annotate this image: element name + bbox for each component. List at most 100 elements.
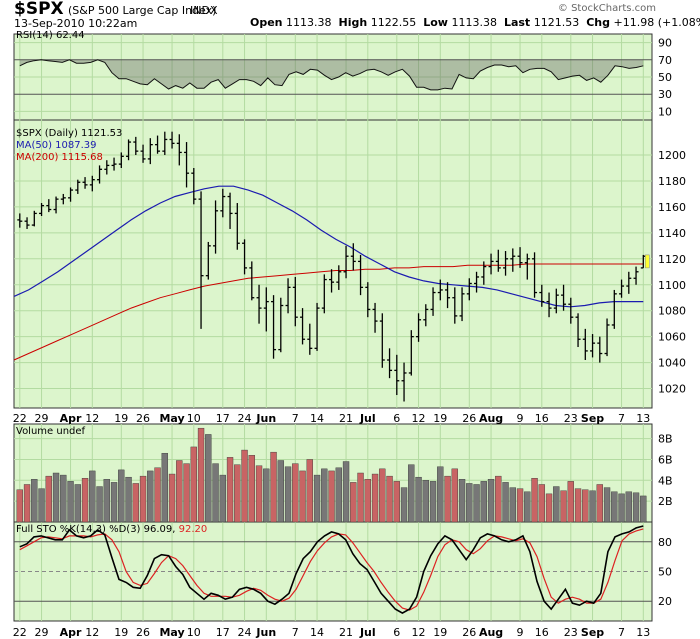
ohlc-bar bbox=[205, 241, 211, 280]
ohlc-bar bbox=[198, 191, 204, 329]
ohlc-bar bbox=[372, 302, 378, 333]
volume-bar bbox=[176, 460, 183, 523]
rsi-tick-label: 30 bbox=[658, 88, 672, 101]
ohlc-bar bbox=[611, 289, 617, 329]
volume-bar bbox=[342, 461, 350, 523]
volume-bar bbox=[444, 475, 451, 523]
x-tick-label-bottom: 12 bbox=[412, 626, 426, 639]
symbol-name: (S&P 500 Large Cap Index) bbox=[68, 4, 217, 17]
ohlc-bar bbox=[517, 247, 523, 268]
volume-bar bbox=[487, 479, 495, 523]
volume-bar bbox=[154, 467, 161, 523]
ma200-line bbox=[13, 263, 644, 361]
ohlc-bar bbox=[524, 253, 530, 280]
ohlc-bar bbox=[408, 330, 414, 376]
x-tick-label-bottom: 13 bbox=[636, 626, 650, 639]
price-tick-label: 1060 bbox=[658, 331, 686, 344]
ohlc-bar bbox=[242, 239, 248, 275]
ohlc-bar bbox=[60, 193, 66, 205]
ohlc-bar bbox=[292, 276, 298, 327]
ohlc-bar bbox=[539, 284, 545, 307]
volume-bar bbox=[60, 474, 67, 523]
chart-header: $SPX (S&P 500 Large Cap Index) INDX 13-S… bbox=[0, 0, 700, 34]
ohlc-bar bbox=[271, 295, 277, 359]
ohlc-bar bbox=[503, 251, 509, 276]
volume-bar bbox=[197, 427, 205, 523]
volume-bar bbox=[458, 479, 466, 523]
ohlc-bar bbox=[329, 269, 335, 293]
ohlc-bar bbox=[285, 278, 291, 314]
rsi-tick-label: 10 bbox=[658, 105, 672, 118]
volume-bar bbox=[52, 472, 60, 523]
ohlc-bar bbox=[300, 308, 306, 345]
rsi-label-text: RSI(14) 62.44 bbox=[16, 30, 85, 41]
ohlc-bar bbox=[147, 138, 153, 165]
x-tick-label: 7 bbox=[292, 412, 299, 425]
volume-bar bbox=[147, 470, 154, 523]
x-tick-label-bottom: 29 bbox=[35, 626, 49, 639]
ohlc-bar bbox=[321, 274, 327, 314]
ohlc-bar bbox=[24, 217, 30, 229]
ma200-label: MA(200) 1115.68 bbox=[16, 152, 103, 163]
ohlc-bar bbox=[126, 139, 132, 161]
rsi-tick-label: 70 bbox=[658, 54, 672, 67]
copyright: © StockCharts.com bbox=[557, 3, 656, 14]
x-tick-label: May bbox=[159, 412, 184, 425]
ohlc-bar bbox=[488, 253, 494, 275]
ohlc-bar bbox=[350, 243, 356, 271]
volume-bar bbox=[205, 434, 212, 523]
volume-bar bbox=[299, 470, 306, 523]
volume-bar bbox=[212, 463, 219, 523]
volume-bar bbox=[509, 487, 516, 523]
volume-bar bbox=[313, 474, 321, 523]
x-tick-label: Aug bbox=[479, 412, 503, 425]
volume-bar bbox=[81, 478, 89, 523]
last-value: 1121.53 bbox=[533, 16, 580, 29]
low-value: 1113.38 bbox=[451, 16, 497, 29]
x-tick-label: 12 bbox=[412, 412, 426, 425]
volume-bar bbox=[371, 473, 379, 523]
x-tick-label: 26 bbox=[136, 412, 150, 425]
ma50-line bbox=[13, 185, 644, 308]
volume-bar bbox=[640, 495, 647, 523]
rsi-line bbox=[19, 59, 644, 91]
x-tick-label: 21 bbox=[339, 412, 353, 425]
volume-bar bbox=[226, 457, 234, 523]
x-tick-label: 10 bbox=[187, 412, 201, 425]
volume-bar bbox=[451, 468, 458, 523]
ohlc-bar bbox=[68, 187, 74, 202]
x-tick-label-bottom: 26 bbox=[136, 626, 150, 639]
ohlc-bar bbox=[495, 249, 501, 272]
volume-bar bbox=[190, 446, 197, 523]
ohlc-bar bbox=[387, 348, 393, 379]
x-tick-label: 9 bbox=[517, 412, 524, 425]
x-tick-label: 22 bbox=[13, 412, 27, 425]
x-tick-label-bottom: 7 bbox=[292, 626, 299, 639]
price-label-text: $SPX (Daily) 1121.53 bbox=[16, 128, 123, 139]
ohlc-bar bbox=[437, 279, 443, 301]
volume-bar bbox=[321, 468, 328, 523]
ma50-label-text: MA(50) 1087.39 bbox=[16, 140, 97, 151]
volume-bar bbox=[473, 484, 480, 523]
x-tick-label-bottom: Apr bbox=[60, 626, 82, 639]
x-tick-label-bottom: Jul bbox=[359, 626, 376, 639]
last-label: Last bbox=[503, 16, 531, 29]
volume-bar bbox=[538, 484, 545, 523]
volume-bar bbox=[168, 473, 176, 523]
ohlc-bar bbox=[546, 292, 552, 318]
ohlc-bar bbox=[17, 213, 23, 228]
volume-bar bbox=[611, 491, 618, 523]
x-tick-label: Apr bbox=[60, 412, 82, 425]
volume-bar bbox=[335, 467, 342, 523]
last-bar-highlight bbox=[645, 254, 650, 269]
ohlc-bar bbox=[532, 252, 538, 298]
x-tick-label: 14 bbox=[310, 412, 324, 425]
volume-bar bbox=[531, 478, 538, 523]
rsi-label: RSI(14) 62.44 bbox=[16, 30, 85, 41]
volume-bar bbox=[161, 452, 168, 523]
ohlc-bar bbox=[169, 131, 175, 149]
x-tick-label: 7 bbox=[618, 412, 625, 425]
ohlc-bar bbox=[452, 287, 458, 324]
volume-bar bbox=[234, 464, 241, 523]
volume-bar bbox=[379, 468, 386, 523]
